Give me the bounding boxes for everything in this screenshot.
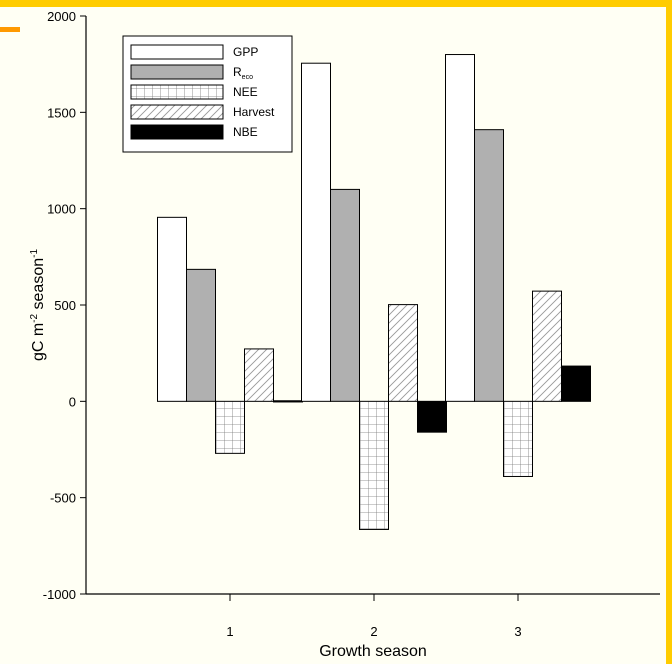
bars xyxy=(157,54,591,530)
bar-r-3 xyxy=(474,129,504,402)
bar-nee-2 xyxy=(359,400,389,530)
y-tick-label: 1000 xyxy=(47,202,76,217)
x-tick-label: 3 xyxy=(514,624,521,639)
bar-nbe-3 xyxy=(561,365,591,402)
y-tick-label: 1500 xyxy=(47,105,76,120)
y-tick-label: -500 xyxy=(50,491,76,506)
bar-gpp-3 xyxy=(445,54,475,402)
legend: GPP Reco NEE Harvest NBE xyxy=(122,35,293,153)
top-accent-bar xyxy=(0,0,672,7)
legend-label-r: Reco xyxy=(233,65,253,81)
bar-gpp-2 xyxy=(301,62,331,402)
y-tick-label: 0 xyxy=(69,394,76,409)
legend-swatch-harvest xyxy=(130,104,224,120)
x-tick-label: 1 xyxy=(226,624,233,639)
y-axis-title: gC m-2 season-1 xyxy=(29,249,47,362)
legend-label-gpp: GPP xyxy=(233,45,258,59)
legend-swatch-nbe xyxy=(130,124,224,140)
y-tick-label: 500 xyxy=(54,298,76,313)
bar-r-2 xyxy=(330,188,360,402)
bar-harvest-2 xyxy=(388,304,418,402)
x-ticks: 1 2 3 xyxy=(226,594,522,639)
legend-swatch-r xyxy=(130,64,224,80)
right-accent-bar xyxy=(666,7,672,664)
bar-nbe-2 xyxy=(417,400,447,433)
y-tick-label: -1000 xyxy=(43,587,76,602)
bar-nbe-1 xyxy=(273,400,303,403)
legend-label-harvest: Harvest xyxy=(233,105,275,119)
x-tick-label: 2 xyxy=(370,624,377,639)
x-axis-title: Growth season xyxy=(319,643,427,660)
legend-label-nee: NEE xyxy=(233,85,258,99)
legend-swatch-gpp xyxy=(130,44,224,60)
y-tick-label: 2000 xyxy=(47,9,76,24)
y-ticks: -1000 -500 0 500 1000 1500 2000 xyxy=(43,9,86,602)
accent-dash xyxy=(0,27,20,32)
bar-nee-1 xyxy=(215,400,245,454)
legend-swatch-nee xyxy=(130,84,224,100)
legend-label-nbe: NBE xyxy=(233,125,258,139)
bar-harvest-1 xyxy=(244,348,274,402)
bar-gpp-1 xyxy=(157,216,187,402)
bar-nee-3 xyxy=(503,400,533,477)
bar-harvest-3 xyxy=(532,290,562,402)
bar-r-1 xyxy=(186,268,216,402)
